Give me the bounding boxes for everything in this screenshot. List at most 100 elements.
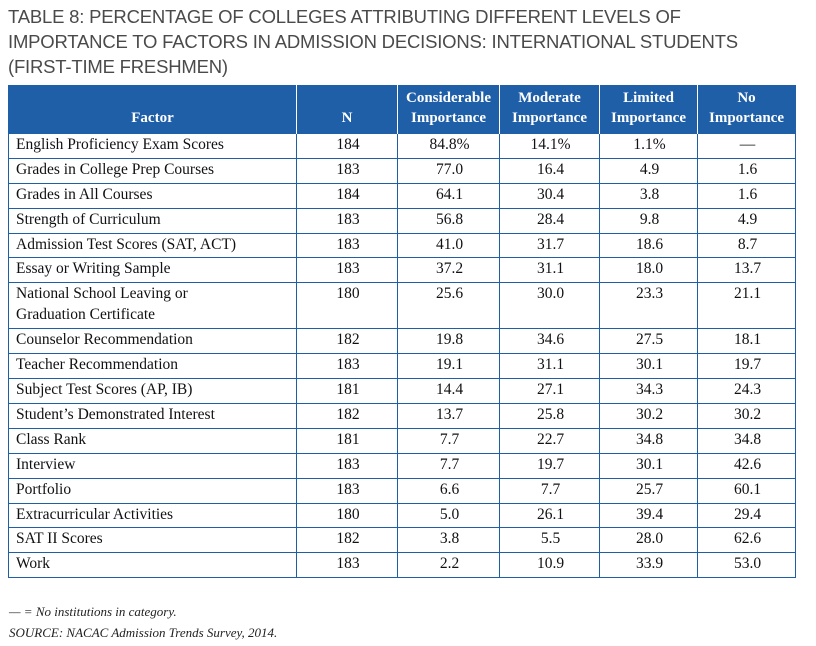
column-header-moderate: Moderate Importance [499,85,600,134]
factor-cell: Counselor Recommendation [8,328,297,355]
factor-cell: National School Leaving or Graduation Cer… [8,282,297,330]
limited-cell: 30.1 [599,353,698,380]
table-row: Teacher Recommendation 183 19.1 31.1 30.1 19.… [8,353,796,380]
no-importance-cell: 53.0 [697,552,796,579]
limited-cell: 27.5 [599,328,698,355]
table-title: TABLE 8: PERCENTAGE OF COLLEGES ATTRIBUT… [8,4,808,79]
column-header-n: N [296,85,398,134]
n-cell: 183 [296,552,398,579]
moderate-cell: 10.9 [499,552,600,579]
factor-cell: Portfolio [8,477,297,504]
n-cell: 183 [296,452,398,479]
no-importance-cell: 30.2 [697,403,796,429]
n-cell: 180 [296,502,398,529]
table-row: Work 183 2.2 10.9 33.9 53.0 [8,552,796,579]
no-importance-cell: 29.4 [697,502,796,529]
table-title-line: TABLE 8: PERCENTAGE OF COLLEGES ATTRIBUT… [8,6,681,27]
limited-cell: 30.1 [599,452,698,479]
moderate-cell: 26.1 [499,502,600,529]
table-row: Interview 183 7.7 19.7 30.1 42.6 [8,452,796,479]
moderate-cell: 16.4 [499,157,600,184]
column-header-factor: Factor [8,85,297,134]
table-row: Portfolio 183 6.6 7.7 25.7 60.1 [8,477,796,504]
table-row: Counselor Recommendation 182 19.8 34.6 27.5 1… [8,328,796,355]
limited-cell: 23.3 [599,282,698,330]
no-importance-cell: 24.3 [697,378,796,405]
considerable-cell: 5.0 [397,502,500,529]
table-row: SAT II Scores 182 3.8 5.5 28.0 62.6 [8,527,796,554]
table-row: Grades in All Courses 184 64.1 30.4 3.8 1.6 [8,182,796,209]
moderate-cell: 31.1 [499,353,600,380]
limited-cell: 28.0 [599,527,698,554]
limited-cell: 34.8 [599,427,698,454]
limited-cell: 30.2 [599,403,698,429]
moderate-cell: 34.6 [499,328,600,355]
considerable-cell: 19.8 [397,328,500,355]
factor-cell: Grades in College Prep Courses [8,157,297,184]
table-title-line: (FIRST-TIME FRESHMEN) [8,56,228,77]
considerable-cell: 14.4 [397,378,500,405]
moderate-cell: 14.1% [499,133,600,159]
no-importance-cell: 13.7 [697,257,796,284]
moderate-cell: 5.5 [499,527,600,554]
considerable-cell: 41.0 [397,232,500,259]
no-importance-cell: 34.8 [697,427,796,454]
table-row: English Proficiency Exam Scores 184 84.8% 1… [8,133,796,159]
column-header-limited: Limited Importance [599,85,698,134]
column-header-no: No Importance [697,85,796,134]
factor-cell: English Proficiency Exam Scores [8,133,297,159]
n-cell: 183 [296,353,398,380]
table-row: Essay or Writing Sample 183 37.2 31.1 18.0 13… [8,257,796,284]
header-row: Factor N Considerable Importance Moderate… [8,85,796,134]
limited-cell: 33.9 [599,552,698,579]
factor-cell: Interview [8,452,297,479]
data-table: Factor N Considerable Importance Moderate… [8,85,796,579]
table-body: English Proficiency Exam Scores 184 84.8% 1… [8,133,796,579]
factor-cell: Teacher Recommendation [8,353,297,380]
moderate-cell: 28.4 [499,207,600,234]
no-importance-cell: 19.7 [697,353,796,380]
source-note: SOURCE: NACAC Admission Trends Survey, 2… [9,625,278,640]
n-cell: 183 [296,207,398,234]
n-cell: 183 [296,232,398,259]
considerable-cell: 19.1 [397,353,500,380]
limited-cell: 9.8 [599,207,698,234]
considerable-cell: 56.8 [397,207,500,234]
limited-cell: 18.6 [599,232,698,259]
moderate-cell: 31.7 [499,232,600,259]
moderate-cell: 25.8 [499,403,600,429]
n-cell: 184 [296,182,398,209]
no-importance-cell: 1.6 [697,157,796,184]
considerable-cell: 84.8% [397,133,500,159]
moderate-cell: 7.7 [499,477,600,504]
table-row: Admission Test Scores (SAT, ACT) 183 41.0 3… [8,232,796,259]
no-importance-cell: 60.1 [697,477,796,504]
factor-cell: Student’s Demonstrated Interest [8,403,297,429]
considerable-cell: 2.2 [397,552,500,579]
factor-cell: SAT II Scores [8,527,297,554]
no-importance-cell: 21.1 [697,282,796,330]
considerable-cell: 7.7 [397,427,500,454]
legend-note: — = No institutions in category. [9,604,177,619]
considerable-cell: 13.7 [397,403,500,429]
moderate-cell: 30.4 [499,182,600,209]
no-importance-cell: 42.6 [697,452,796,479]
factor-cell: Extracurricular Activities [8,502,297,529]
limited-cell: 34.3 [599,378,698,405]
considerable-cell: 3.8 [397,527,500,554]
n-cell: 182 [296,328,398,355]
moderate-cell: 30.0 [499,282,600,330]
considerable-cell: 6.6 [397,477,500,504]
n-cell: 184 [296,133,398,159]
no-importance-cell: 8.7 [697,232,796,259]
n-cell: 181 [296,427,398,454]
table-row: Strength of Curriculum 183 56.8 28.4 9.8 4.9 [8,207,796,234]
table-row: Subject Test Scores (AP, IB) 181 14.4 27.1 3… [8,378,796,405]
considerable-cell: 64.1 [397,182,500,209]
n-cell: 181 [296,378,398,405]
table-row: Grades in College Prep Courses 183 77.0 16.… [8,157,796,184]
moderate-cell: 22.7 [499,427,600,454]
factor-cell: Work [8,552,297,579]
considerable-cell: 7.7 [397,452,500,479]
no-importance-cell: 4.9 [697,207,796,234]
